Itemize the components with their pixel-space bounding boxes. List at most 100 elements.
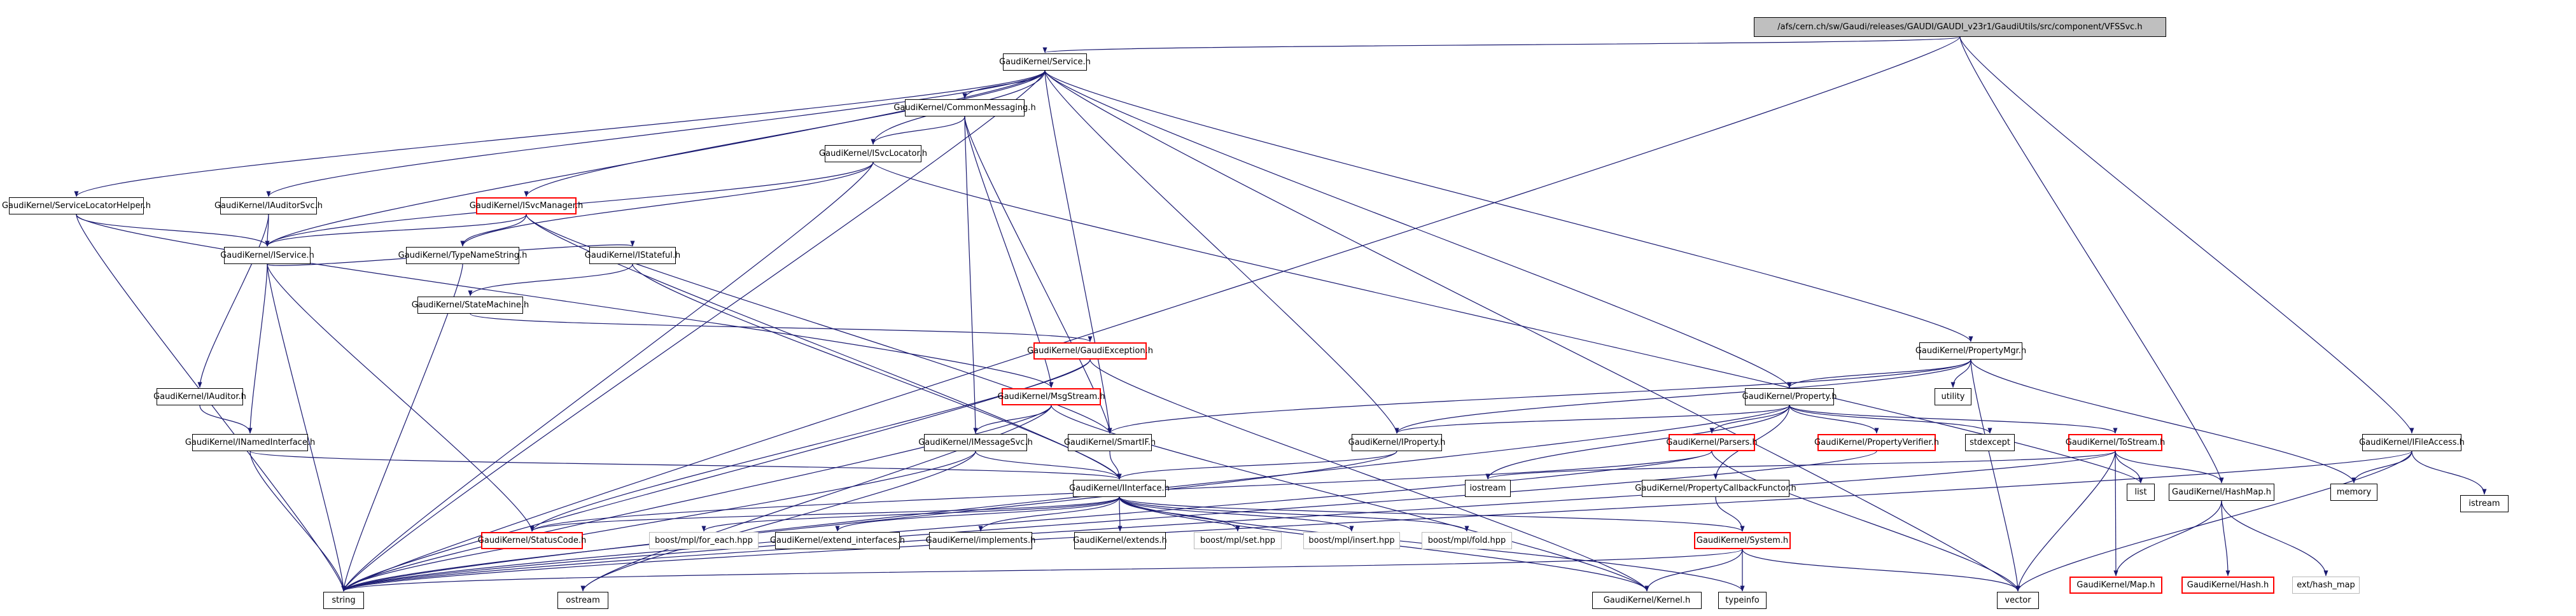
graph-node-string[interactable]: string	[323, 592, 364, 609]
edge-iinterface-to-for_each	[701, 496, 1120, 532]
graph-node-ostream[interactable]: ostream	[557, 592, 608, 609]
edge-service-to-smartif	[1044, 70, 1112, 434]
graph-node-label: GaudiKernel/Property.h	[1742, 392, 1837, 402]
graph-node-ifileaccess[interactable]: GaudiKernel/IFileAccess.h	[2359, 434, 2465, 451]
graph-node-hashmap[interactable]: GaudiKernel/HashMap.h	[2169, 484, 2274, 501]
edge-vfssvc-to-hashmap	[1959, 36, 2224, 484]
graph-node-propertyverifier[interactable]: GaudiKernel/PropertyVerifier.h	[1814, 434, 1939, 451]
edge-commonmessaging-to-isvclocator	[871, 116, 965, 145]
graph-node-istateful[interactable]: GaudiKernel/IStateful.h	[585, 247, 680, 264]
edge-inamedinterface-to-iinterface	[249, 451, 1122, 480]
graph-node-iauditorsvc[interactable]: GaudiKernel/IAuditorSvc.h	[214, 197, 323, 214]
graph-node-label: GaudiKernel/IProperty.h	[1348, 438, 1446, 447]
edge-vfssvc-to-service	[1043, 36, 1961, 53]
graph-node-istream[interactable]: istream	[2460, 495, 2509, 512]
graph-node-gaudiexception[interactable]: GaudiKernel/GaudiException.h	[1027, 342, 1153, 360]
edge-vfssvc-to-ifileaccess	[1959, 36, 2414, 434]
edge-hashmap-to-map	[2113, 500, 2222, 577]
graph-node-label: GaudiKernel/ToStream.h	[2065, 438, 2166, 447]
graph-node-label: GaudiKernel/ISvcManager.h	[469, 201, 584, 211]
graph-node-label: GaudiKernel/IService.h	[220, 251, 314, 260]
edge-servicelocatorhelper-to-msgstream	[76, 214, 1054, 388]
graph-node-map[interactable]: GaudiKernel/Map.h	[2069, 577, 2162, 594]
graph-node-isvclocator[interactable]: GaudiKernel/ISvcLocator.h	[819, 145, 927, 162]
graph-node-memory[interactable]: memory	[2330, 484, 2377, 501]
edge-isvcmanager-to-typenamestring	[460, 214, 527, 247]
graph-node-iauditor[interactable]: GaudiKernel/IAuditor.h	[153, 388, 246, 405]
edge-istateful-to-statemachine	[468, 263, 633, 297]
graph-node-typenamestring[interactable]: GaudiKernel/TypeNameString.h	[398, 247, 527, 264]
graph-node-iostream[interactable]: iostream	[1465, 480, 1511, 497]
graph-node-label: GaudiKernel/TypeNameString.h	[398, 251, 528, 260]
graph-node-ext_hash_map[interactable]: ext/hash_map	[2292, 577, 2360, 594]
graph-node-label: ext/hash_map	[2297, 580, 2355, 590]
graph-node-statemachine[interactable]: GaudiKernel/StateMachine.h	[412, 297, 529, 314]
graph-node-hash[interactable]: GaudiKernel/Hash.h	[2181, 577, 2274, 594]
edge-ifileaccess-to-string	[342, 451, 2412, 592]
graph-node-label: GaudiKernel/Hash.h	[2187, 580, 2269, 590]
edge-service-to-isvcmanager	[524, 70, 1046, 197]
graph-node-extend_interfaces[interactable]: GaudiKernel/extend_interfaces.h	[770, 532, 905, 549]
edge-property-to-string	[341, 405, 1790, 592]
graph-node-stdexcept[interactable]: stdexcept	[1965, 434, 2015, 451]
graph-node-label: GaudiKernel/CommonMessaging.h	[893, 103, 1036, 113]
edge-service-to-servicelocatorhelper	[74, 70, 1046, 197]
edge-imessagesvc-to-ostream	[580, 451, 976, 592]
graph-node-iproperty[interactable]: GaudiKernel/IProperty.h	[1348, 434, 1445, 451]
edge-imessagesvc-to-string	[341, 451, 976, 592]
graph-node-vfssvc[interactable]: /afs/cern.ch/sw/Gaudi/releases/GAUDI/GAU…	[1754, 17, 2166, 37]
graph-node-mpl_set[interactable]: boost/mpl/set.hpp	[1194, 532, 1282, 549]
graph-node-inamedinterface[interactable]: GaudiKernel/INamedInterface.h	[185, 434, 315, 451]
graph-node-service[interactable]: GaudiKernel/Service.h	[999, 53, 1091, 71]
edge-iservice-to-inamedinterface	[248, 263, 268, 434]
edge-iservice-to-string	[267, 263, 346, 592]
edge-msgstream-to-ostream	[580, 405, 1052, 592]
edge-ifileaccess-to-memory	[2351, 451, 2412, 484]
graph-node-parsers[interactable]: GaudiKernel/Parsers.h	[1666, 434, 1758, 451]
graph-node-label: GaudiKernel/ServiceLocatorHelper.h	[1, 201, 151, 211]
graph-node-imessagesvc[interactable]: GaudiKernel/IMessageSvc.h	[918, 434, 1033, 451]
graph-node-tostream[interactable]: GaudiKernel/ToStream.h	[2065, 434, 2166, 451]
graph-node-property[interactable]: GaudiKernel/Property.h	[1742, 388, 1837, 405]
graph-node-servicelocatorhelper[interactable]: GaudiKernel/ServiceLocatorHelper.h	[2, 197, 151, 214]
graph-node-extends[interactable]: GaudiKernel/extends.h	[1073, 532, 1167, 549]
edge-commonmessaging-to-smartif	[964, 116, 1112, 434]
graph-node-isvcmanager[interactable]: GaudiKernel/ISvcManager.h	[470, 197, 583, 214]
edge-tostream-to-vector	[2015, 451, 2116, 592]
graph-node-list[interactable]: list	[2127, 484, 2155, 501]
graph-node-label: vector	[2005, 596, 2031, 605]
edge-iauditorsvc-to-iauditor	[197, 214, 269, 388]
graph-node-mpl_fold[interactable]: boost/mpl/fold.hpp	[1422, 532, 1512, 549]
edge-service-to-iauditorsvc	[266, 70, 1046, 197]
graph-node-commonmessaging[interactable]: GaudiKernel/CommonMessaging.h	[893, 99, 1036, 116]
graph-node-iservice[interactable]: GaudiKernel/IService.h	[220, 247, 314, 264]
edge-msgstream-to-string	[341, 405, 1052, 592]
edge-servicelocatorhelper-to-iservice	[76, 214, 270, 247]
graph-node-propertymgr[interactable]: GaudiKernel/PropertyMgr.h	[1915, 342, 2026, 360]
graph-node-for_each[interactable]: boost/mpl/for_each.hpp	[649, 532, 759, 549]
graph-node-mpl_insert[interactable]: boost/mpl/insert.hpp	[1303, 532, 1400, 549]
graph-node-smartif[interactable]: GaudiKernel/SmartIF.h	[1064, 434, 1156, 451]
graph-node-vector[interactable]: vector	[1997, 592, 2039, 609]
edge-gaudiexception-to-string	[341, 359, 1091, 592]
edge-propertymgr-to-iproperty	[1394, 359, 1971, 434]
edge-tostream-to-string	[341, 451, 2116, 592]
graph-node-propertycallbackfunctor[interactable]: GaudiKernel/PropertyCallbackFunctor.h	[1635, 480, 1796, 497]
graph-node-iinterface[interactable]: GaudiKernel/IInterface.h	[1069, 480, 1170, 497]
graph-node-kernel[interactable]: GaudiKernel/Kernel.h	[1592, 592, 1702, 609]
graph-node-label: GaudiKernel/ISvcLocator.h	[819, 149, 927, 158]
edge-typenamestring-to-string	[341, 263, 463, 592]
edge-parsers-to-string	[341, 451, 1712, 592]
graph-node-utility[interactable]: utility	[1935, 388, 1971, 405]
graph-node-system[interactable]: GaudiKernel/System.h	[1694, 532, 1791, 549]
graph-node-label: GaudiKernel/extend_interfaces.h	[769, 536, 906, 545]
edge-service-to-propertymgr	[1044, 70, 1973, 342]
graph-node-statuscode[interactable]: GaudiKernel/StatusCode.h	[478, 532, 586, 549]
graph-node-label: GaudiKernel/IMessageSvc.h	[918, 438, 1033, 447]
graph-node-label: GaudiKernel/IAuditor.h	[153, 392, 246, 402]
graph-node-typeinfo[interactable]: typeinfo	[1718, 592, 1767, 609]
edge-tostream-to-map	[2113, 451, 2118, 577]
graph-node-implements[interactable]: GaudiKernel/implements.h	[926, 532, 1035, 549]
graph-node-msgstream[interactable]: GaudiKernel/MsgStream.h	[998, 388, 1105, 405]
